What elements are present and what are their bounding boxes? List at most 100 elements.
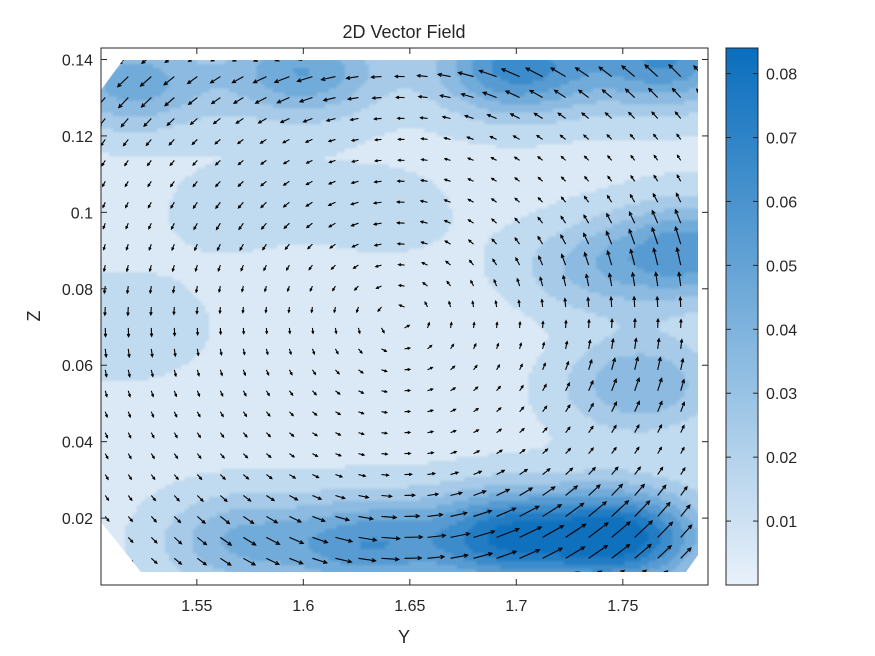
quiver-arrow-head [518,320,522,325]
quiver-arrow-head [168,141,173,146]
quiver-arrow-head [282,161,287,165]
quiver-arrow [634,544,652,559]
quiver-arrow-head [681,401,686,406]
quiver-arrow [496,469,505,476]
quiver-arrow [297,76,313,82]
quiver-arrow [575,67,589,78]
quiver-arrow-head [150,393,155,398]
quiver-arrow-head [314,454,319,458]
quiver-arrow-head [634,356,640,362]
quiver-arrow-head [219,372,224,377]
quiver-arrow [542,504,562,517]
quiver-arrow [196,495,204,502]
quiver-arrow [680,504,691,517]
quiver-arrow-head [225,520,231,525]
quiver-arrow-head [574,67,580,72]
quiver-arrow-head [490,177,495,181]
quiver-arrow-head [441,115,446,120]
y-axis-label: Z [24,311,44,322]
quiver-arrow [243,515,254,524]
quiver-arrow [312,536,328,544]
quiver-arrow-head [384,389,389,394]
quiver-arrow-head [370,75,375,79]
quiver-arrow-head [651,226,656,232]
quiver-arrow-head [129,497,133,502]
quiver-arrow-head [385,473,390,477]
quiver-arrow-head [128,476,133,481]
quiver-arrow [611,570,625,572]
quiver-arrow-head [658,424,663,429]
quiver-arrow-head [495,321,499,326]
quiver-arrow-head [276,99,282,104]
colorbar-tick-label: 0.05 [766,258,797,275]
quiver-arrow-head [452,365,456,369]
quiver-arrow-head [194,289,199,294]
quiver-arrow-head [296,78,302,83]
quiver-arrow [565,404,571,413]
quiver-arrow-head [564,340,569,345]
quiver-arrow [562,275,567,287]
quiver-arrow [255,97,267,104]
quiver-arrow-head [388,494,393,499]
quiver-arrow-head [395,536,401,541]
quiver-arrow [542,486,556,496]
quiver-arrow [123,139,129,146]
y-tick-label: 0.02 [62,511,93,528]
quiver-arrow-head [644,64,650,69]
quiver-arrow-head [150,373,154,378]
quiver-arrow [323,97,336,101]
quiver-arrow [496,528,520,538]
quiver-arrow-head [681,378,686,384]
quiver-arrow [303,117,313,123]
quiver-arrow [537,236,544,245]
quiver-arrow-head [186,80,192,85]
quiver-arrow-head [310,309,314,314]
quiver-arrow [141,97,152,108]
quiver-arrow [519,549,540,559]
quiver-arrow-head [104,373,108,378]
quiver-arrow [611,378,617,391]
quiver-arrow-head [194,268,198,273]
quiver-arrow [164,60,175,63]
quiver-arrow-head [169,183,174,188]
quiver-arrow-head [302,119,307,123]
quiver-arrow-head [332,288,336,292]
quiver-arrow-head [511,507,517,512]
quiver-arrow-head [397,283,402,288]
quiver-arrow-head [242,331,246,335]
quiver-arrow [450,532,470,538]
quiver-arrow-head [560,155,564,160]
quiver-arrow-head [687,524,693,530]
quiver-arrow [674,209,682,224]
colorbar-tick-label: 0.08 [766,67,797,84]
quiver-arrow-head [312,351,316,356]
quiver-arrow-head [476,450,481,454]
quiver-arrow-head [651,209,656,215]
quiver-arrow-head [260,183,264,187]
quiver-arrow-head [474,364,478,369]
quiver-arrow-head [148,247,152,251]
quiver-arrow [312,515,325,522]
quiver-arrow-head [187,60,193,63]
quiver-arrow-head [693,65,698,70]
quiver-arrow-head [215,205,219,210]
quiver-arrow-head [613,378,617,383]
quiver-arrow-head [96,83,100,87]
quiver-arrow-head [449,321,453,326]
quiver-arrow-head [97,60,100,63]
quiver-arrow-head [453,450,458,454]
quiver-arrow-head [341,495,346,500]
quiver-arrow-head [352,265,357,269]
quiver-arrow [648,88,659,98]
quiver-arrow-head [291,433,295,437]
quiver-arrow [588,380,594,391]
quiver-arrow [233,97,244,104]
quiver-arrow-head [274,60,280,62]
quiver-arrow [611,483,623,496]
quiver-arrow-head [371,96,376,100]
quiver-arrow-head [613,424,617,429]
x-axis-label: Y [398,627,410,647]
quiver-arrow-head [398,304,402,308]
quiver-arrow [625,88,636,98]
quiver-arrow-head [640,483,646,489]
